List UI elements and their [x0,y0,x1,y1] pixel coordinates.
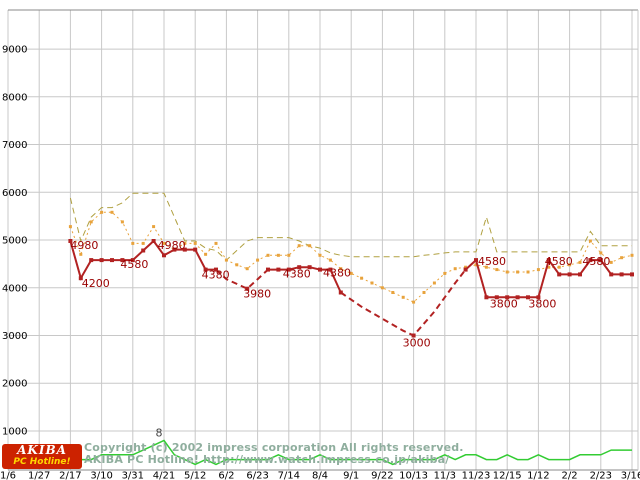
x-axis-label: 10/13 [399,471,428,480]
value-annotations: 4980 4200 4580 4980 4380 3980 4380 4380 3000 4580… [70,239,610,440]
akiba-pc-hotline-logo: AKIBA PC Hotline! [2,444,82,469]
y-axis-label: 2000 [2,379,27,390]
price-label: 3000 [403,337,431,350]
x-axis-label: 6/23 [246,471,268,480]
price-label: 4580 [582,255,610,268]
y-axis-label: 8000 [2,92,27,103]
price-label: 3980 [243,288,271,301]
price-label: 4580 [478,255,506,268]
x-axis-label: 2/2 [562,471,578,480]
price-label: 4580 [120,258,148,271]
y-axis-label: 5000 [2,236,27,247]
price-label: 4380 [323,267,351,280]
x-axis-label: 1/12 [527,471,549,480]
y-axis-label: 6000 [2,188,27,199]
grid [7,9,639,471]
price-label: 4580 [545,255,573,268]
price-label: 3800 [490,297,518,310]
price-label: 4200 [82,277,110,290]
x-axis-label: 4/21 [153,471,175,480]
x-axis-label: 1/6 [0,471,16,480]
logo-akiba-text: AKIBA [17,444,67,457]
axis-labels: 1000 2000 3000 4000 5000 6000 7000 8000 9000 1/6 1… [0,45,640,480]
x-axis-label: 5/12 [184,471,206,480]
x-axis-label: 9/22 [371,471,393,480]
x-axis-label: 3/16 [621,471,640,480]
y-axis-label: 4000 [2,283,27,294]
x-axis-label: 3/31 [122,471,144,480]
series-average-price [68,210,634,304]
x-axis-label: 6/2 [218,471,234,480]
x-axis-label: 7/14 [278,471,300,480]
y-axis-label: 3000 [2,331,27,342]
y-axis-label: 1000 [2,427,27,438]
price-label: 3800 [528,297,556,310]
x-axis-label: 8/4 [312,471,328,480]
x-axis-label: 9/1 [343,471,359,480]
logo-pc-hotline-text: PC Hotline! [13,457,71,467]
x-axis-label: 11/3 [434,471,456,480]
price-label: 4380 [202,269,230,282]
y-axis-label: 9000 [2,45,27,56]
price-label: 4380 [283,268,311,281]
series-lowest-price [68,239,634,338]
price-label: 4980 [158,239,186,252]
y-axis-label: 7000 [2,140,27,151]
x-axis-label: 2/17 [59,471,81,480]
series-highest-price [69,192,632,261]
series-shop-count [8,439,632,466]
x-axis-label: 12/15 [493,471,522,480]
x-axis-label: 1/27 [28,471,50,480]
x-axis-label: 2/23 [590,471,612,480]
price-label: 8 [156,427,163,440]
x-axis-label: 11/23 [462,471,491,480]
x-axis-label: 3/10 [90,471,112,480]
price-label: 4980 [70,239,98,252]
